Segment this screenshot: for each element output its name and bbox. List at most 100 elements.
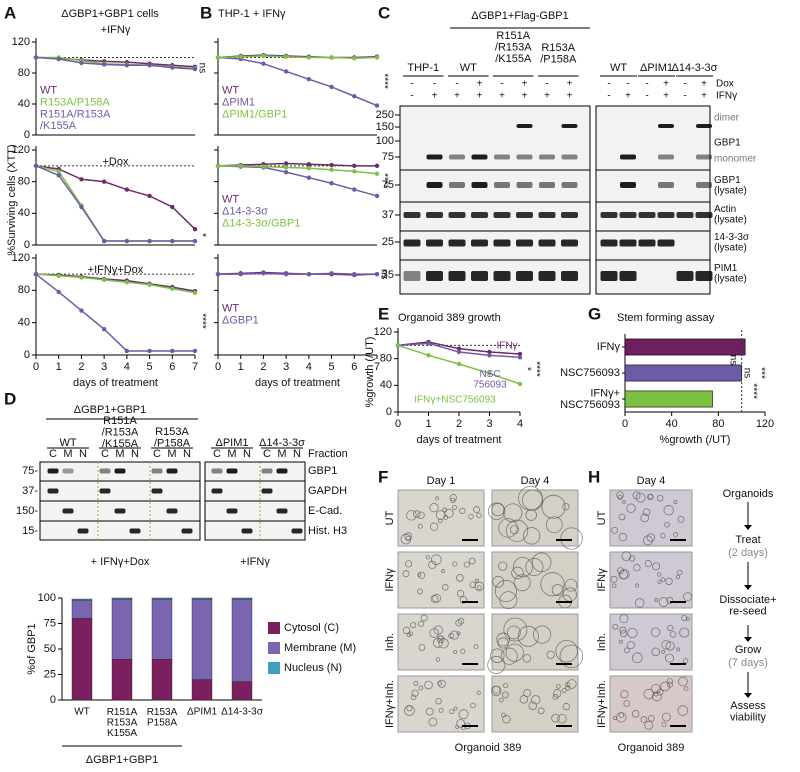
blot-band bbox=[211, 468, 223, 474]
x-tick-label: 0 bbox=[622, 418, 628, 430]
sign: + bbox=[701, 79, 707, 90]
organoid bbox=[512, 557, 533, 578]
y-axis-label: %Surviving cells (XTT) bbox=[6, 144, 18, 255]
organoid bbox=[498, 561, 508, 571]
data-point bbox=[456, 346, 462, 351]
arrow-head bbox=[744, 693, 752, 698]
y-tick-label: 120 bbox=[12, 252, 30, 264]
data-point bbox=[374, 103, 380, 108]
group-label: ΔPIM1 bbox=[215, 437, 248, 449]
organoid bbox=[666, 678, 673, 685]
data-point bbox=[192, 290, 198, 295]
blot-band bbox=[471, 239, 488, 247]
legend-entry: R153A/P158A bbox=[40, 96, 110, 108]
legend-swatch bbox=[268, 662, 280, 674]
data-point bbox=[79, 60, 84, 66]
data-point bbox=[306, 55, 312, 60]
data-point bbox=[238, 271, 243, 277]
blot-band bbox=[561, 124, 578, 128]
sign: + bbox=[499, 91, 505, 102]
series-line bbox=[35, 273, 196, 294]
bar-segment bbox=[71, 598, 93, 601]
x-tick-label: 2 bbox=[78, 361, 84, 373]
organoid bbox=[619, 629, 628, 638]
fraction-label: M bbox=[277, 448, 286, 460]
blot-band bbox=[516, 182, 533, 188]
organoid bbox=[541, 494, 566, 519]
mw-marker: 75 bbox=[382, 179, 394, 191]
organoid bbox=[633, 563, 641, 572]
data-point bbox=[261, 53, 266, 59]
organoid bbox=[417, 572, 422, 577]
organoid bbox=[456, 631, 461, 636]
organoid bbox=[546, 650, 555, 659]
organoid bbox=[406, 510, 417, 521]
blot-band bbox=[561, 212, 578, 218]
organoid bbox=[435, 510, 446, 520]
organoid bbox=[404, 532, 413, 541]
organoid bbox=[612, 583, 617, 588]
data-point bbox=[283, 69, 289, 74]
blot-band bbox=[516, 124, 533, 128]
column-label: Day 1 bbox=[427, 475, 456, 487]
organoid bbox=[660, 681, 671, 692]
data-point bbox=[124, 348, 130, 354]
blot-band bbox=[403, 212, 421, 218]
organoid bbox=[661, 712, 671, 722]
blot-band bbox=[291, 528, 303, 534]
data-point bbox=[456, 349, 462, 355]
mw-marker: 75 bbox=[382, 151, 394, 163]
organoid bbox=[455, 725, 459, 729]
data-point bbox=[426, 341, 431, 346]
blot-band bbox=[696, 182, 712, 188]
x-tick-label: 2 bbox=[456, 418, 462, 430]
group-label: ΔGBP1+GBP1 bbox=[86, 754, 158, 766]
organoid bbox=[410, 694, 417, 701]
organoid bbox=[433, 625, 443, 635]
organoid bbox=[456, 719, 466, 728]
sign: + bbox=[663, 91, 669, 102]
bar-segment bbox=[111, 598, 133, 660]
organoid bbox=[677, 515, 685, 523]
blot-band bbox=[676, 212, 694, 218]
organoid bbox=[417, 588, 424, 595]
organoid bbox=[631, 652, 643, 664]
mw-marker: 150- bbox=[16, 505, 38, 517]
y-tick-label: 80 bbox=[380, 353, 392, 365]
data-point bbox=[352, 163, 357, 169]
blot-band bbox=[471, 182, 488, 188]
data-point bbox=[170, 348, 175, 354]
organoid bbox=[531, 695, 541, 705]
organoid bbox=[499, 591, 518, 610]
organoid bbox=[492, 575, 505, 588]
organoid bbox=[404, 705, 415, 716]
organoid bbox=[522, 489, 544, 511]
y-tick-label: 100 bbox=[38, 592, 56, 604]
organoid bbox=[545, 516, 563, 534]
organoid bbox=[553, 689, 562, 698]
organoid bbox=[677, 705, 689, 716]
workflow-step: Grow bbox=[735, 644, 761, 656]
organoid bbox=[438, 707, 444, 713]
organoid bbox=[418, 685, 424, 691]
significance: ns bbox=[727, 355, 738, 366]
blot-band bbox=[658, 124, 674, 128]
data-point bbox=[283, 54, 289, 59]
blot-frame bbox=[399, 105, 591, 295]
row-label: UT bbox=[384, 510, 396, 525]
data-point bbox=[374, 271, 380, 277]
sign: + bbox=[567, 79, 573, 90]
x-tick-label: 40 bbox=[666, 418, 678, 430]
x-tick-label: 0 bbox=[215, 361, 221, 373]
organoid bbox=[531, 552, 552, 573]
data-point bbox=[33, 163, 39, 169]
organoid bbox=[673, 500, 678, 505]
organoid bbox=[617, 567, 624, 575]
significance: ns bbox=[741, 368, 752, 379]
y-tick-label: 40 bbox=[18, 98, 30, 110]
x-tick-label: 1 bbox=[56, 361, 62, 373]
organoid bbox=[621, 551, 632, 561]
organoid bbox=[634, 598, 645, 608]
blot-band bbox=[226, 508, 238, 514]
organoid bbox=[679, 627, 690, 638]
